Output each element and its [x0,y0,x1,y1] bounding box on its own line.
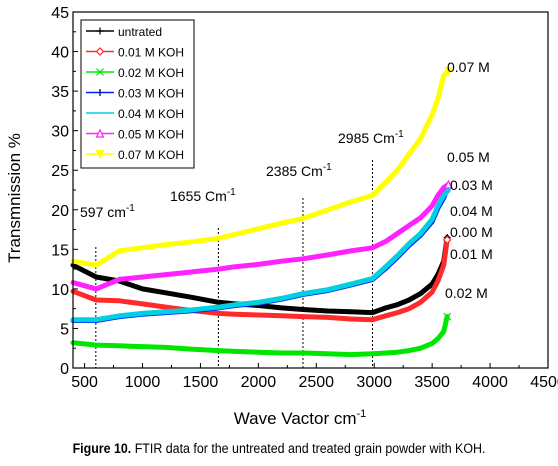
x-tick-label-2500: 2500 [298,374,334,391]
x-axis-label-sup: -1 [357,408,367,420]
x-tick-label-3500: 3500 [414,374,450,391]
series-label-4: 0.04 M [450,203,493,219]
series-label-0: 0.00 M [450,224,493,240]
legend-label-3: 0.03 M KOH [118,87,184,101]
x-tick-label-3000: 3000 [356,374,392,391]
annotation-text-597: 597 cm [80,204,126,220]
x-tick-label-500: 500 [71,374,98,391]
annotation-sup-2985: -1 [395,129,404,140]
annotation-text-2985: 2985 Cm [338,130,395,146]
annotation-597: 597 cm-1 [80,203,135,220]
y-tick-label-25: 25 [51,163,69,180]
series-line-1 [70,237,450,323]
annotation-1655: 1655 Cm-1 [170,187,236,204]
x-axis-label: Wave Vactor cm-1 [234,408,367,428]
series-label-2: 0.02 M [445,285,488,301]
series-end-marker-6 [443,67,453,77]
x-tick-label-1000: 1000 [125,374,161,391]
series-end-labels: 0.00 M 0.01 M 0.02 M 0.03 M 0.04 M 0.05 M 0.07… [445,59,493,301]
annotation-text-2385: 2385 Cm [266,163,323,179]
series-label-1: 0.01 M [450,246,493,262]
legend-label-1: 0.01 M KOH [118,46,184,60]
series-label-3: 0.03 M [450,177,493,193]
y-tick-label-10: 10 [51,282,69,299]
y-tick-label-0: 0 [60,361,69,378]
y-tick-label-20: 20 [51,203,69,220]
legend-marker-2 [96,68,104,76]
series-2 [70,312,452,358]
annotation-text-1655: 1655 Cm [170,188,227,204]
series-1 [70,235,452,323]
series-label-6: 0.07 M [447,59,490,75]
series-4 [70,187,451,323]
annotation-sup-2385: -1 [323,162,332,173]
annotation-sup-1655: -1 [227,187,236,198]
series-line-0 [70,235,450,316]
y-tick-label-45: 45 [51,5,69,22]
legend-label-0: untrated [118,25,162,39]
series-5 [70,179,453,292]
x-tick-label-1500: 1500 [183,374,219,391]
legend-label-6: 0.07 M KOH [118,148,184,162]
figure-caption-text: FTIR data for the untreated and treated … [131,441,486,456]
series-line-4 [70,187,451,323]
series-line-2 [70,314,450,358]
annotation-2385: 2385 Cm-1 [266,162,332,179]
series-end-marker-1 [442,235,452,245]
y-tick-label-15: 15 [51,242,69,259]
annotation-2985: 2985 Cm-1 [338,129,404,146]
figure-caption-number: Figure 10. [72,441,132,456]
legend-label-4: 0.04 M KOH [118,107,184,121]
series-line-5 [70,182,451,292]
legend-label-2: 0.02 M KOH [118,66,184,80]
y-tick-label-35: 35 [51,84,69,101]
figure-caption: Figure 10. FTIR data for the untreated a… [22,441,535,456]
legend-marker-0 [96,27,104,35]
legend: untrated 0.01 M KOH 0.02 M KOH 0.03 M KOH 0.… [80,19,195,169]
x-tick-label-4000: 4000 [472,374,508,391]
legend-marker-1 [95,47,105,56]
series-end-marker-5 [443,179,453,189]
legend-marker-5 [95,128,105,138]
y-tick-label-30: 30 [51,124,69,141]
legend-label-5: 0.05 M KOH [118,128,184,142]
y-tick-label-40: 40 [51,45,69,62]
legend-marker-6 [95,149,105,159]
series-layer [70,67,453,358]
x-axis-label-text: Wave Vactor cm [234,409,357,428]
series-label-5: 0.05 M [447,149,490,165]
y-axis-label: Transmnission % [5,133,24,263]
y-tick-label-5: 5 [60,321,69,338]
annotation-sup-597: -1 [126,203,135,214]
series-6 [70,67,453,268]
x-tick-label-2000: 2000 [241,374,277,391]
series-line-6 [70,68,451,268]
series-end-marker-2 [443,312,452,321]
